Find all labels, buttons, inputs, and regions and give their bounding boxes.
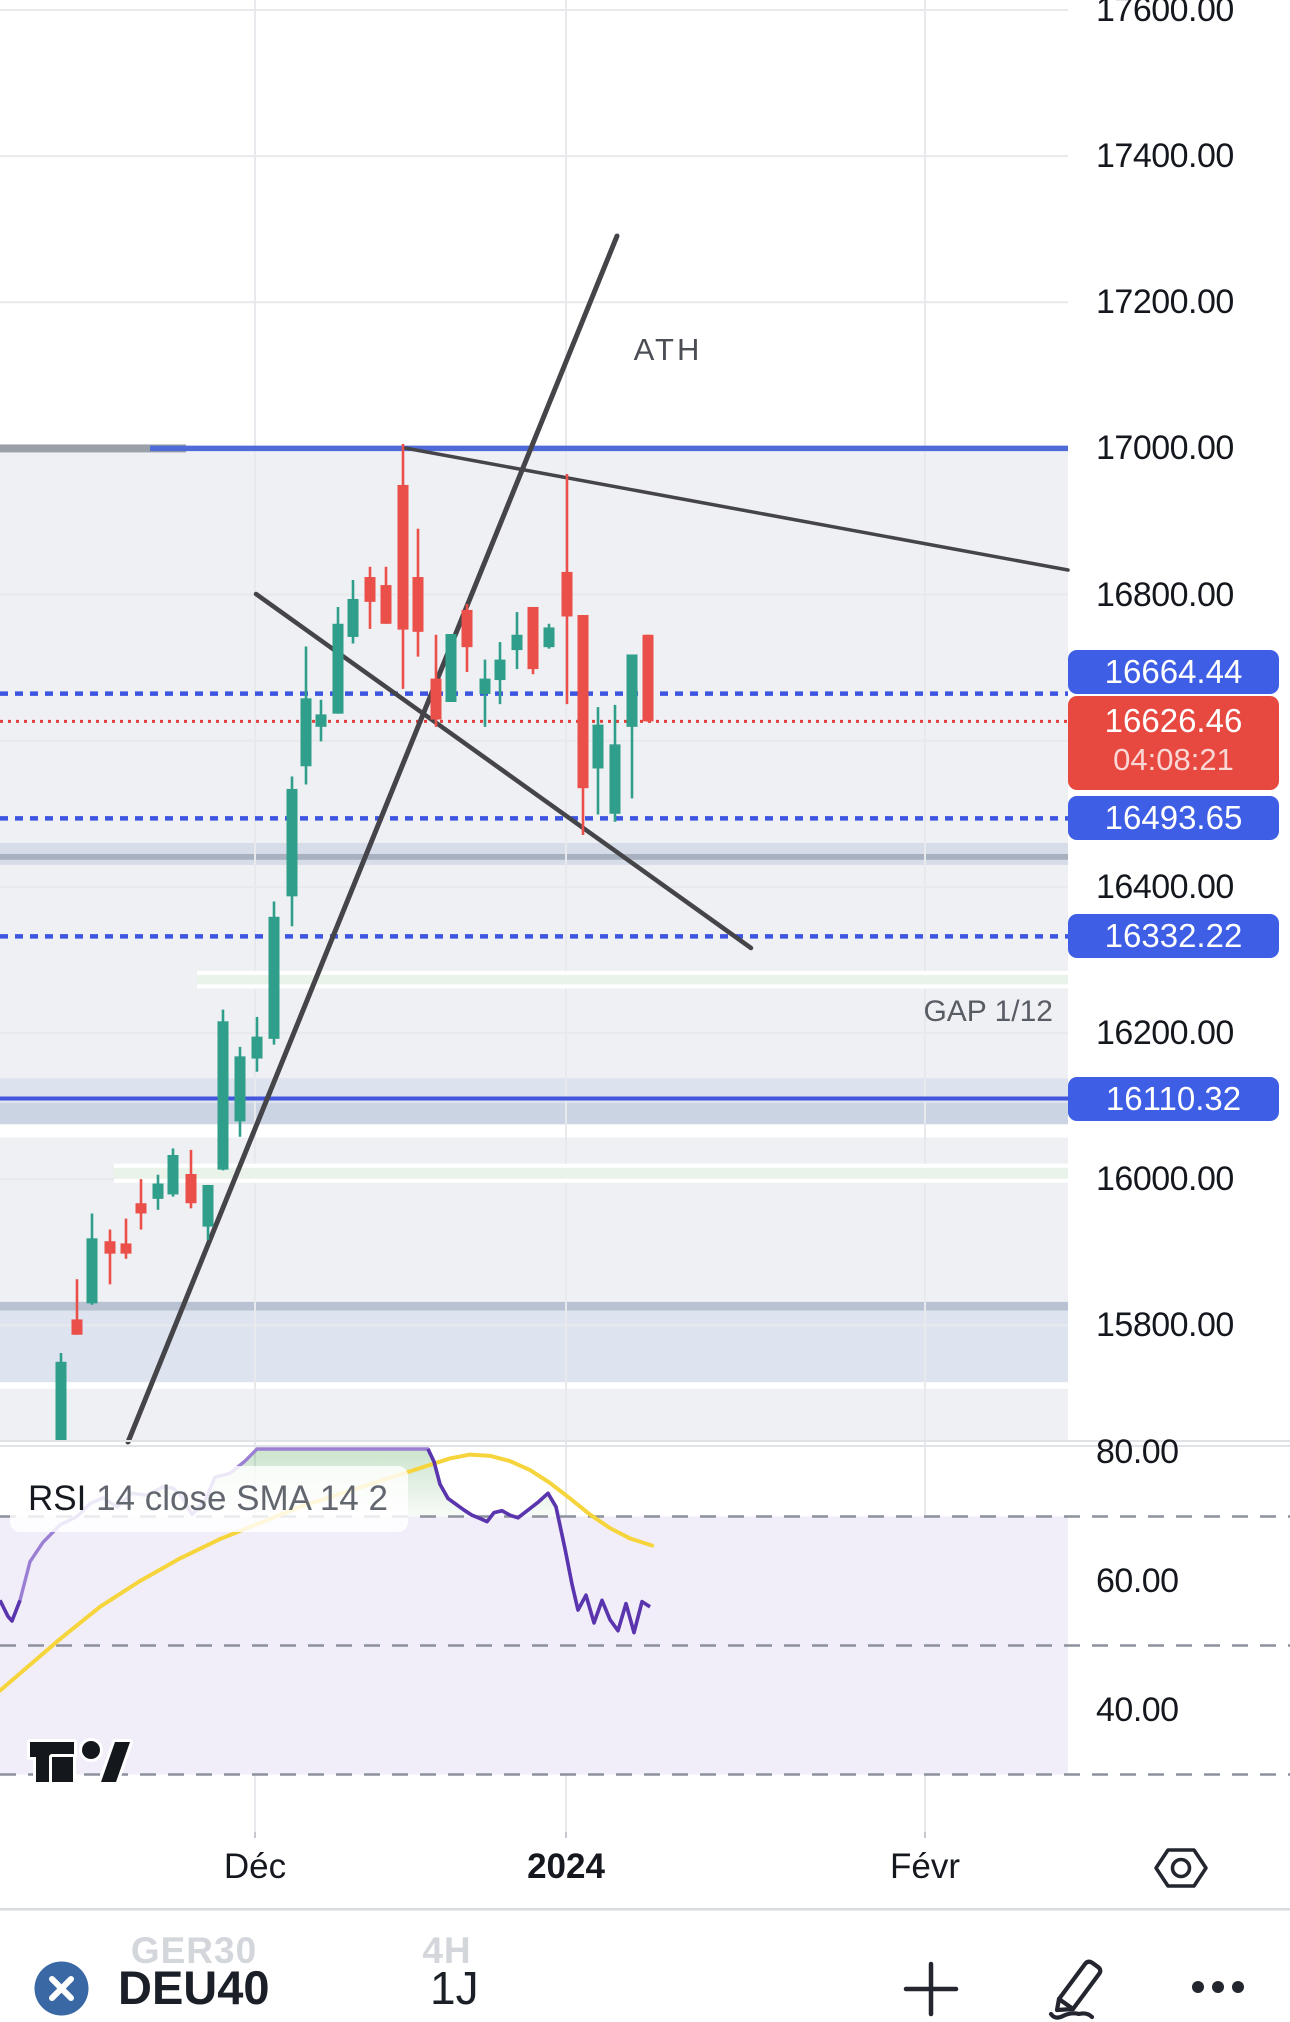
- candle-body: [185, 1174, 197, 1204]
- trendline-shallow-descending[interactable]: [403, 446, 1070, 572]
- candle-body: [364, 577, 376, 602]
- ghost-symbol: GER30: [130, 1930, 258, 1971]
- gap-band-inner: [197, 974, 1068, 985]
- ath-gray-bar[interactable]: [0, 444, 186, 453]
- draw-button[interactable]: [1045, 1955, 1109, 2021]
- candle-body: [286, 788, 298, 897]
- candle-body: [511, 634, 523, 651]
- candle-body: [479, 678, 491, 694]
- gap-band-inner: [114, 1167, 1068, 1179]
- rsi-sma-line: [0, 1452, 654, 1693]
- candle-body: [104, 1241, 116, 1254]
- candle-body: [397, 484, 409, 630]
- candle-body: [120, 1243, 132, 1254]
- symbol-button[interactable]: DEU40: [118, 1961, 270, 2014]
- gap-annotation[interactable]: GAP 1/12: [923, 995, 1053, 1028]
- ath-annotation[interactable]: ATH: [633, 332, 703, 367]
- rsi-legend-params: 14 close: [86, 1479, 237, 1518]
- candle-body: [347, 598, 359, 637]
- trendline-steep-ascending[interactable]: [125, 233, 620, 1445]
- more-button[interactable]: [1190, 1975, 1246, 1999]
- candle-body: [494, 659, 506, 681]
- candle-body: [561, 571, 573, 617]
- tradingview-logo: [27, 1738, 133, 1785]
- symbol-logo-button[interactable]: [34, 1961, 89, 2016]
- candle-body: [445, 634, 457, 702]
- candle-body: [592, 724, 604, 769]
- candle-body: [202, 1184, 214, 1227]
- draw-icon: [1048, 1959, 1103, 2020]
- candle-body: [609, 744, 621, 814]
- dax-x-logo-icon: [34, 1961, 89, 2016]
- axis-settings-button[interactable]: [1152, 1842, 1210, 1894]
- candle-body: [55, 1361, 67, 1442]
- candle-body: [300, 698, 312, 767]
- ghost-interval: 4H: [422, 1930, 472, 1971]
- candle-body: [461, 609, 473, 648]
- rsi-line-start: [0, 1599, 22, 1623]
- more-icon: [1192, 1981, 1244, 1993]
- sma-legend-title: SMA: [236, 1479, 311, 1518]
- axis-separator: [0, 1908, 1290, 1911]
- candle-body: [152, 1183, 164, 1199]
- candle-body: [642, 634, 654, 722]
- price-zone: [0, 1103, 1068, 1125]
- price-zone: [0, 1310, 1068, 1383]
- candle-body: [543, 627, 555, 648]
- candle-body: [380, 585, 392, 624]
- candle-body: [332, 623, 344, 714]
- candle-body: [577, 615, 589, 789]
- candle-body: [167, 1155, 179, 1195]
- candle-body: [135, 1203, 147, 1214]
- candle-body: [412, 577, 424, 632]
- pane-separator: [0, 1445, 1290, 1447]
- nut-icon: [1154, 1848, 1208, 1888]
- candle-body: [527, 606, 539, 670]
- candle-body: [315, 714, 327, 727]
- add-button[interactable]: [903, 1961, 959, 2017]
- candle-body: [217, 1021, 229, 1170]
- rsi-legend-title: RSI: [28, 1479, 87, 1518]
- pane-separator: [0, 1440, 1290, 1442]
- plus-icon: [903, 1961, 959, 2017]
- interval-button[interactable]: 1J: [430, 1962, 479, 2014]
- candle-body: [86, 1238, 98, 1304]
- candle-body: [268, 916, 280, 1039]
- candle-body: [626, 654, 638, 727]
- below-ath-shade: [0, 448, 1068, 1443]
- price-zone: [0, 853, 1068, 860]
- rsi-line-recent: [426, 1448, 651, 1635]
- candle-body: [71, 1319, 83, 1335]
- price-zone: [0, 1124, 1068, 1138]
- price-zone: [0, 1382, 1068, 1389]
- candle-body: [430, 678, 442, 720]
- candle-body: [234, 1056, 246, 1122]
- rsi-legend[interactable]: RSI 14 close SMA 14 2: [10, 1466, 408, 1532]
- candle-body: [251, 1036, 263, 1059]
- sma-legend-params: 14 2: [310, 1479, 388, 1518]
- price-zone: [0, 1301, 1068, 1311]
